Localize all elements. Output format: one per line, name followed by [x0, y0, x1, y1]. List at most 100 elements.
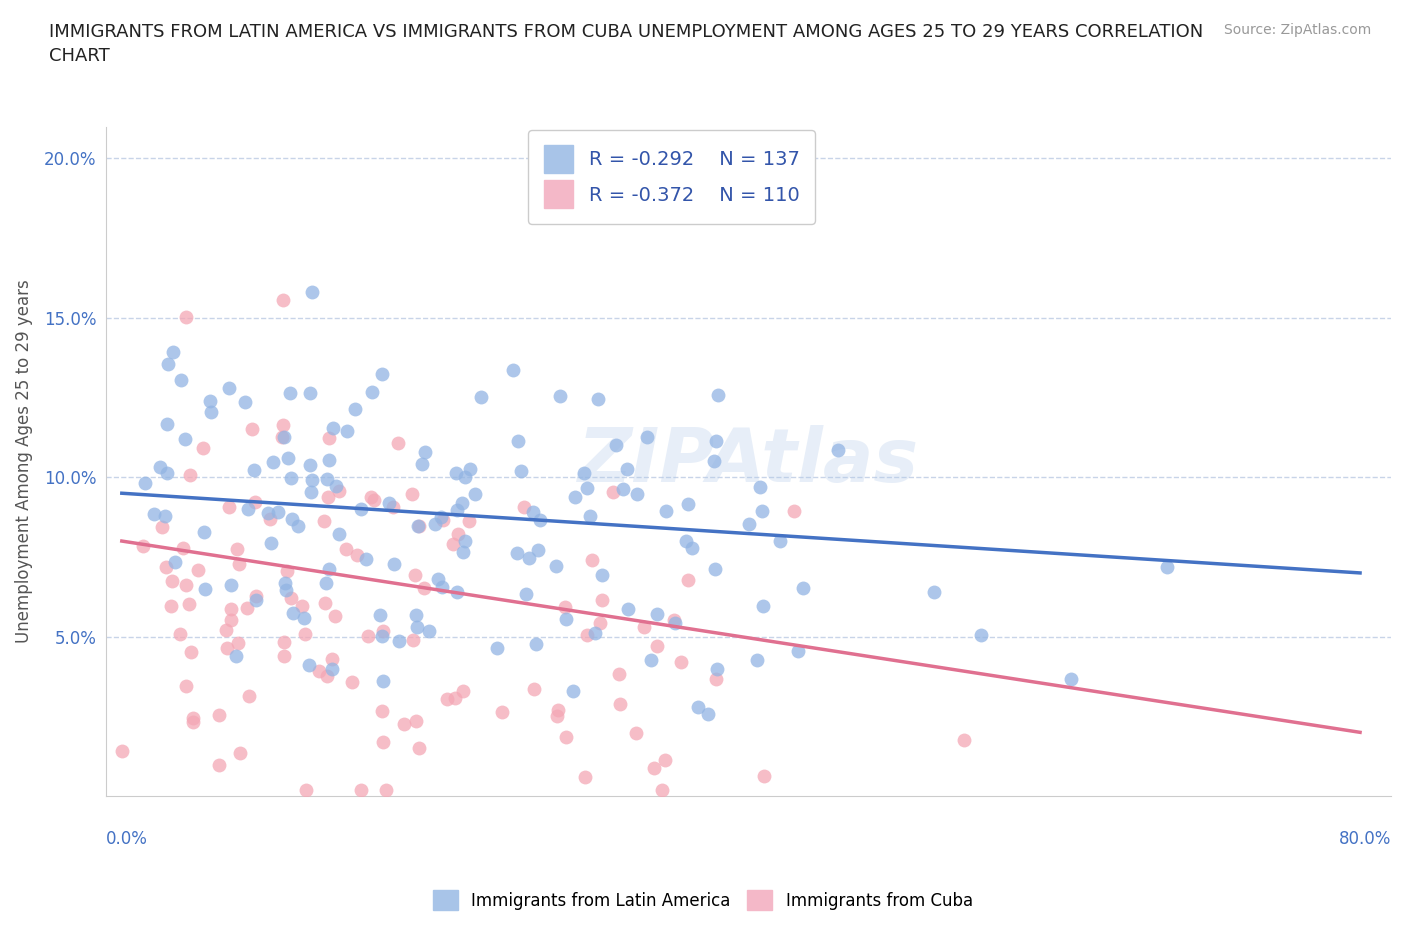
Point: [336, 423, 359, 438]
Point: [451, 545, 474, 560]
Point: [346, 548, 368, 563]
Point: [446, 502, 468, 517]
Point: [299, 485, 322, 499]
Point: [318, 431, 340, 445]
Point: [588, 616, 610, 631]
Point: [271, 293, 294, 308]
Point: [295, 782, 318, 797]
Point: [546, 558, 568, 573]
Point: [179, 596, 201, 611]
Point: [605, 437, 627, 452]
Point: [245, 592, 267, 607]
Point: [572, 465, 595, 480]
Point: [686, 699, 709, 714]
Point: [371, 703, 394, 718]
Point: [769, 533, 792, 548]
Point: [280, 591, 302, 605]
Point: [371, 629, 394, 644]
Point: [458, 461, 481, 476]
Point: [506, 545, 529, 560]
Point: [350, 501, 373, 516]
Point: [515, 587, 537, 602]
Point: [562, 684, 585, 698]
Point: [160, 599, 183, 614]
Point: [624, 726, 647, 741]
Point: [464, 486, 486, 501]
Point: [298, 658, 321, 672]
Point: [162, 345, 184, 360]
Point: [180, 644, 202, 659]
Point: [316, 472, 339, 486]
Point: [325, 479, 347, 494]
Point: [218, 380, 240, 395]
Point: [301, 285, 323, 299]
Point: [374, 782, 396, 797]
Point: [354, 551, 377, 566]
Point: [651, 782, 673, 797]
Point: [316, 489, 339, 504]
Point: [221, 613, 243, 628]
Point: [357, 629, 380, 644]
Point: [392, 716, 415, 731]
Point: [277, 450, 299, 465]
Point: [664, 616, 686, 631]
Point: [678, 573, 700, 588]
Point: [273, 648, 295, 663]
Point: [225, 541, 247, 556]
Point: [446, 584, 468, 599]
Point: [291, 599, 314, 614]
Point: [617, 602, 640, 617]
Point: [226, 635, 249, 650]
Point: [156, 417, 179, 432]
Point: [273, 430, 295, 445]
Point: [451, 496, 474, 511]
Point: [321, 652, 343, 667]
Point: [616, 462, 638, 477]
Legend: R = -0.292    N = 137, R = -0.372    N = 110: R = -0.292 N = 137, R = -0.372 N = 110: [529, 129, 815, 223]
Point: [312, 514, 335, 529]
Point: [281, 512, 304, 526]
Point: [787, 644, 810, 658]
Point: [328, 526, 350, 541]
Point: [827, 443, 849, 458]
Point: [323, 608, 346, 623]
Point: [340, 675, 363, 690]
Point: [454, 534, 477, 549]
Point: [524, 637, 547, 652]
Point: [707, 388, 730, 403]
Point: [368, 608, 391, 623]
Point: [792, 580, 814, 595]
Point: [221, 578, 243, 592]
Point: [451, 684, 474, 698]
Point: [245, 589, 267, 604]
Point: [200, 393, 222, 408]
Point: [527, 542, 550, 557]
Point: [1059, 671, 1081, 686]
Point: [373, 623, 395, 638]
Point: [522, 505, 544, 520]
Point: [200, 404, 222, 418]
Point: [257, 505, 280, 520]
Point: [149, 460, 172, 475]
Point: [240, 421, 263, 436]
Point: [278, 385, 301, 400]
Point: [418, 623, 440, 638]
Text: 0.0%: 0.0%: [107, 830, 148, 847]
Point: [281, 605, 304, 620]
Point: [155, 465, 177, 480]
Point: [681, 540, 703, 555]
Point: [294, 627, 316, 642]
Point: [363, 493, 385, 508]
Point: [408, 740, 430, 755]
Point: [425, 516, 447, 531]
Point: [350, 782, 373, 797]
Point: [1156, 560, 1178, 575]
Point: [150, 520, 173, 535]
Point: [328, 484, 350, 498]
Point: [952, 733, 974, 748]
Point: [529, 513, 551, 528]
Point: [236, 502, 259, 517]
Point: [706, 661, 728, 676]
Point: [745, 653, 768, 668]
Point: [602, 485, 624, 499]
